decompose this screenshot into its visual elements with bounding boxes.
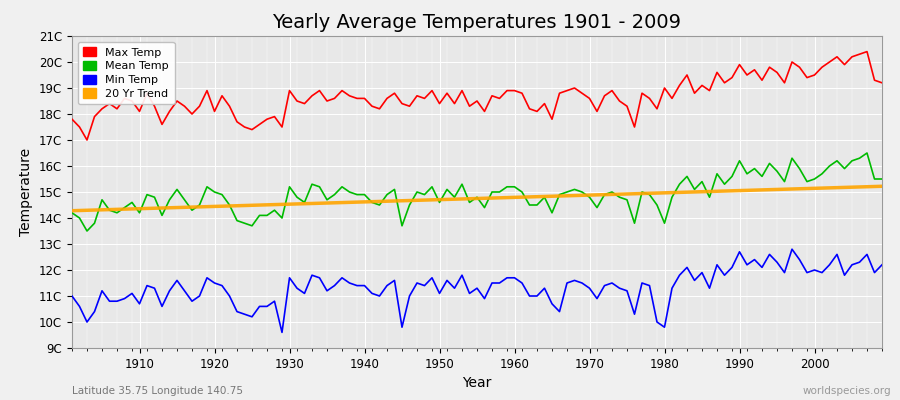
Legend: Max Temp, Mean Temp, Min Temp, 20 Yr Trend: Max Temp, Mean Temp, Min Temp, 20 Yr Tre… xyxy=(77,42,175,104)
Text: worldspecies.org: worldspecies.org xyxy=(803,386,891,396)
Title: Yearly Average Temperatures 1901 - 2009: Yearly Average Temperatures 1901 - 2009 xyxy=(273,13,681,32)
Text: Latitude 35.75 Longitude 140.75: Latitude 35.75 Longitude 140.75 xyxy=(72,386,243,396)
X-axis label: Year: Year xyxy=(463,376,491,390)
Y-axis label: Temperature: Temperature xyxy=(20,148,33,236)
